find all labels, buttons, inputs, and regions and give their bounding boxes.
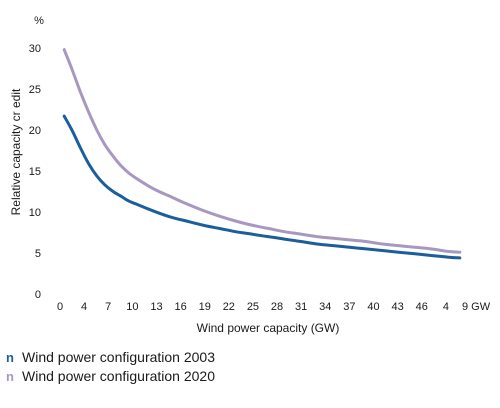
legend-item-2020: n Wind power configuration 2020 [6,367,215,386]
x-tick-label: 25 [247,301,259,313]
x-tick-label: 16 [174,301,186,313]
y-tick-labels: 0 5 10 15 20 25 30 [29,43,41,301]
x-axis-title: Wind power capacity (GW) [197,321,340,335]
legend-label-2003: Wind power configuration 2003 [22,349,216,365]
y-tick-label: 5 [35,248,41,260]
y-unit-label: % [34,15,44,27]
x-tick-label: 4 [443,301,449,313]
legend-marker-2020: n [6,369,14,384]
x-tick-label: 40 [367,301,379,313]
series-lines [62,48,462,260]
x-tick-label: 22 [223,301,235,313]
x-tick-label: 7 [105,301,111,313]
x-tick-label: 19 [199,301,211,313]
x-tick-label: 10 [126,301,138,313]
y-tick-label: 15 [29,166,41,178]
y-tick-label: 30 [29,43,41,55]
y-tick-label: 20 [29,125,41,137]
x-tick-label: 31 [295,301,307,313]
y-tick-label: 10 [29,207,41,219]
x-tick-labels: 0 4 7 10 13 16 19 22 25 28 31 34 37 40 43 46 4 9 GW [57,301,491,313]
legend-item-2003: n Wind power configuration 2003 [6,348,215,367]
x-tick-label: 4 [81,301,87,313]
y-axis-title: Relative capacity cr edit [9,88,23,215]
y-tick-label: 25 [29,84,41,96]
x-tick-label: 28 [271,301,283,313]
series-line [62,114,462,260]
x-tick-label: 13 [150,301,162,313]
y-tick-label: 0 [35,289,41,301]
x-tick-label: 0 [57,301,63,313]
x-tick-label: 34 [319,301,331,313]
legend-label-2020: Wind power configuration 2020 [22,368,216,384]
x-tick-label: 9 GW [462,301,491,313]
series-line [62,48,462,254]
x-tick-label: 46 [416,301,428,313]
legend: n Wind power configuration 2003 n Wind pow… [6,348,215,386]
x-tick-label: 43 [392,301,404,313]
x-tick-label: 37 [343,301,355,313]
legend-marker-2003: n [6,350,14,365]
